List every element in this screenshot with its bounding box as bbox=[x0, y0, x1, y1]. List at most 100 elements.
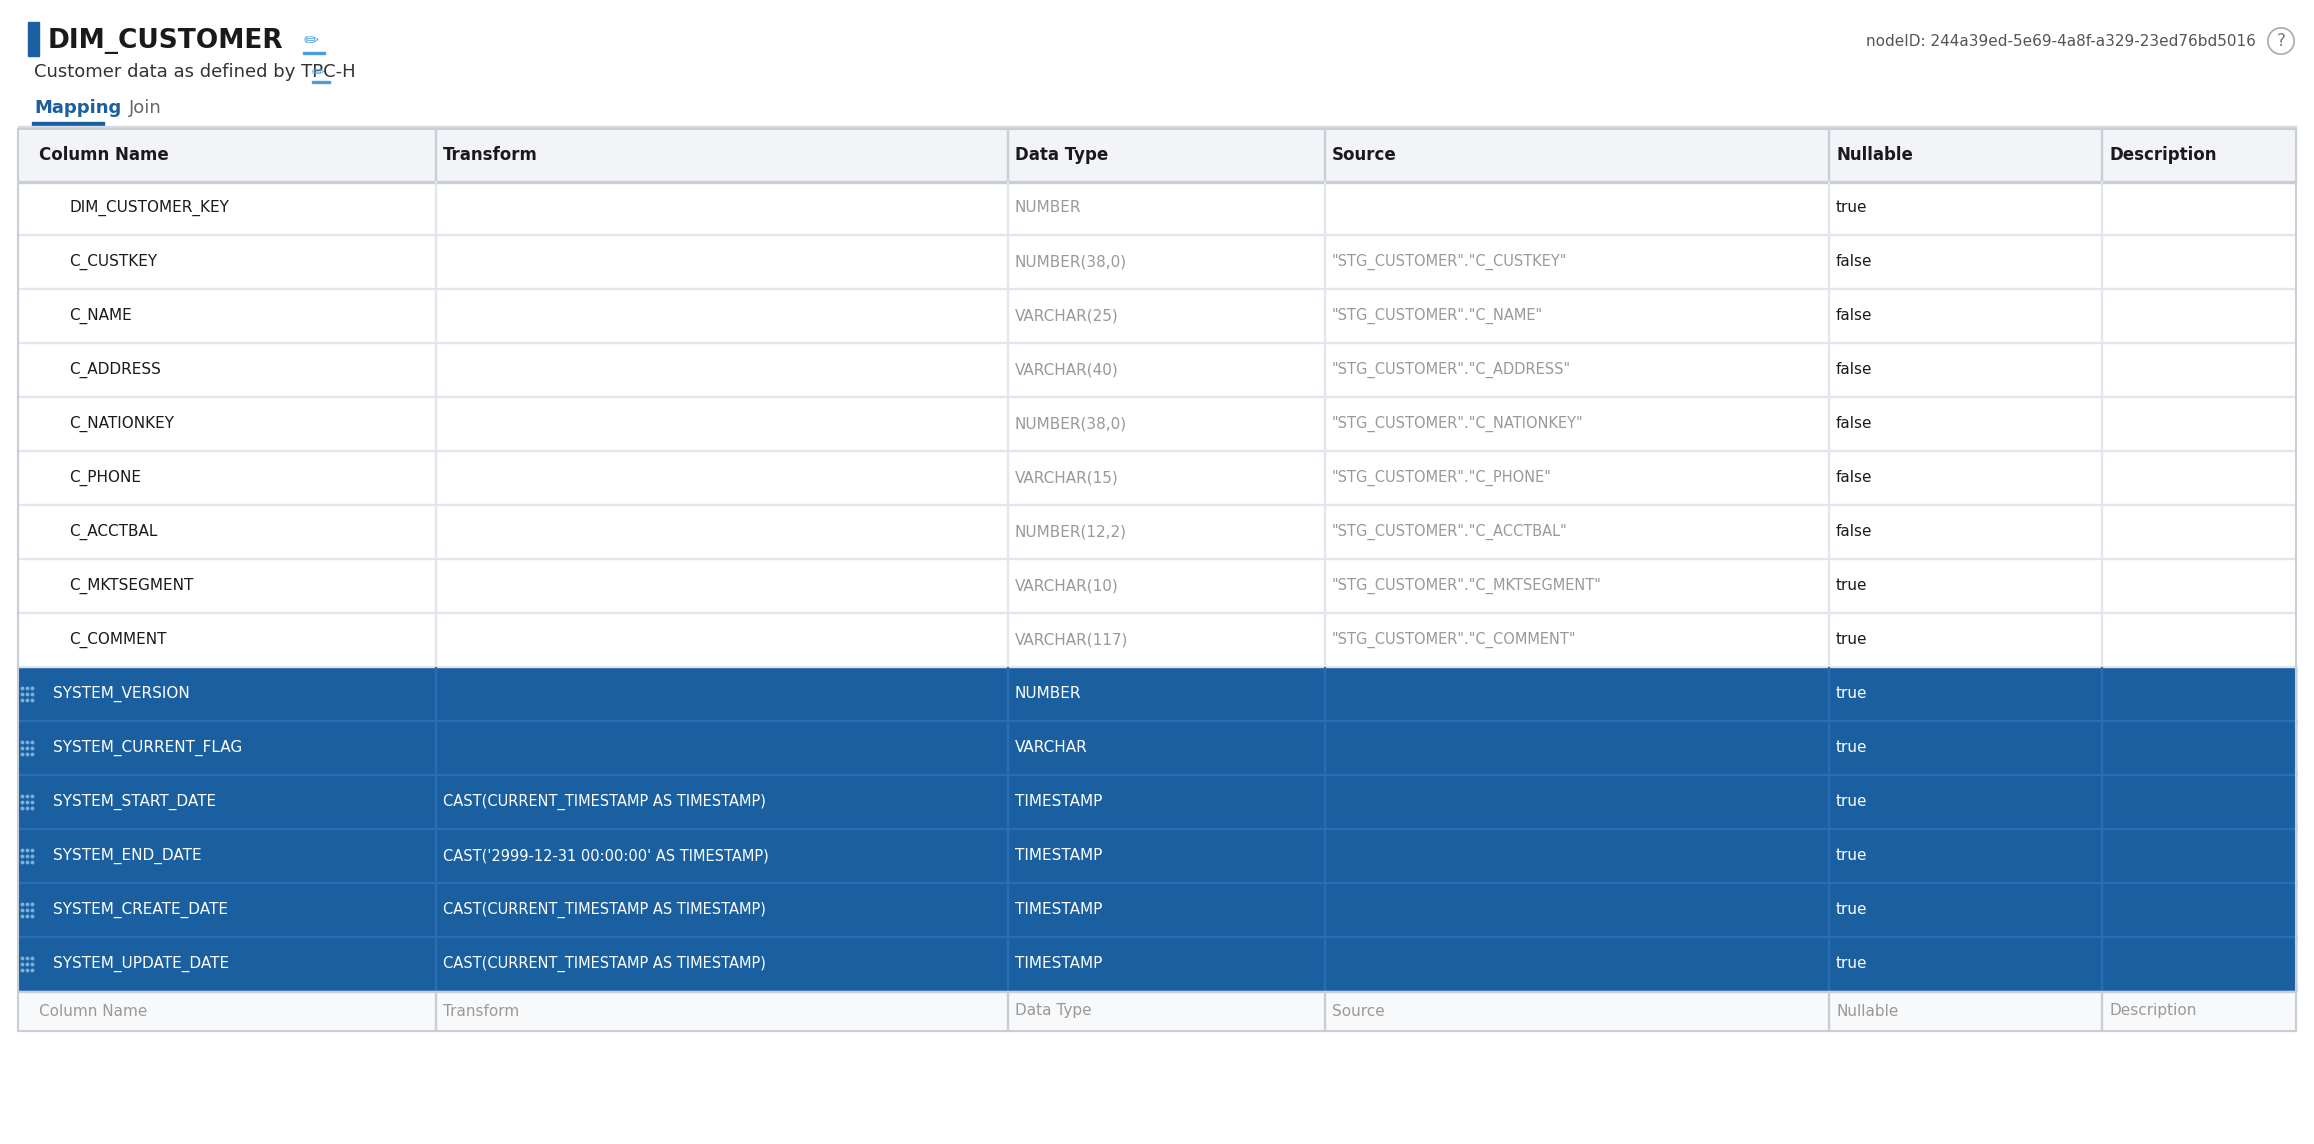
Text: Transform: Transform bbox=[442, 146, 537, 164]
Text: nodeID: 244a39ed-5e69-4a8f-a329-23ed76bd5016: nodeID: 244a39ed-5e69-4a8f-a329-23ed76bd… bbox=[1865, 33, 2256, 48]
Text: NUMBER(38,0): NUMBER(38,0) bbox=[1014, 416, 1127, 431]
Text: Description: Description bbox=[2108, 1003, 2196, 1018]
Bar bbox=[19, 559, 2295, 613]
Text: "STG_CUSTOMER"."C_NATIONKEY": "STG_CUSTOMER"."C_NATIONKEY" bbox=[1331, 416, 1583, 432]
Text: ?: ? bbox=[2277, 32, 2286, 50]
Bar bbox=[19, 289, 2295, 343]
Text: SYSTEM_CURRENT_FLAG: SYSTEM_CURRENT_FLAG bbox=[53, 740, 243, 756]
Text: true: true bbox=[1835, 686, 1867, 701]
Text: SYSTEM_UPDATE_DATE: SYSTEM_UPDATE_DATE bbox=[53, 956, 229, 972]
Text: true: true bbox=[1835, 633, 1867, 648]
Text: C_ADDRESS: C_ADDRESS bbox=[69, 362, 162, 379]
Text: TIMESTAMP: TIMESTAMP bbox=[1014, 956, 1101, 971]
Text: NUMBER(38,0): NUMBER(38,0) bbox=[1014, 254, 1127, 270]
Bar bbox=[19, 991, 2295, 1031]
Text: DIM_CUSTOMER: DIM_CUSTOMER bbox=[49, 27, 285, 54]
Text: "STG_CUSTOMER"."C_NAME": "STG_CUSTOMER"."C_NAME" bbox=[1331, 308, 1543, 324]
Text: TIMESTAMP: TIMESTAMP bbox=[1014, 849, 1101, 864]
Text: "STG_CUSTOMER"."C_MKTSEGMENT": "STG_CUSTOMER"."C_MKTSEGMENT" bbox=[1331, 578, 1601, 594]
Bar bbox=[303, 51, 324, 54]
Bar bbox=[19, 613, 2295, 667]
Text: false: false bbox=[1835, 254, 1872, 270]
Text: Column Name: Column Name bbox=[39, 146, 169, 164]
Bar bbox=[19, 937, 2295, 991]
Text: SYSTEM_START_DATE: SYSTEM_START_DATE bbox=[53, 794, 218, 810]
Text: ✏: ✏ bbox=[312, 64, 324, 79]
Text: TIMESTAMP: TIMESTAMP bbox=[1014, 794, 1101, 810]
Text: Nullable: Nullable bbox=[1835, 1003, 1897, 1018]
Text: C_COMMENT: C_COMMENT bbox=[69, 631, 167, 649]
Bar bbox=[19, 883, 2295, 937]
Text: CAST('2999-12-31 00:00:00' AS TIMESTAMP): CAST('2999-12-31 00:00:00' AS TIMESTAMP) bbox=[442, 849, 768, 864]
Text: "STG_CUSTOMER"."C_CUSTKEY": "STG_CUSTOMER"."C_CUSTKEY" bbox=[1331, 254, 1567, 270]
Text: NUMBER(12,2): NUMBER(12,2) bbox=[1014, 524, 1127, 540]
Bar bbox=[28, 22, 39, 56]
Bar bbox=[312, 81, 331, 84]
Text: C_ACCTBAL: C_ACCTBAL bbox=[69, 524, 157, 540]
Text: SYSTEM_VERSION: SYSTEM_VERSION bbox=[53, 686, 190, 702]
Bar bbox=[19, 235, 2295, 289]
Text: TIMESTAMP: TIMESTAMP bbox=[1014, 903, 1101, 917]
Text: NUMBER: NUMBER bbox=[1014, 686, 1081, 701]
Text: Transform: Transform bbox=[442, 1003, 518, 1018]
Text: C_PHONE: C_PHONE bbox=[69, 470, 141, 486]
Text: Nullable: Nullable bbox=[1835, 146, 1914, 164]
Text: Description: Description bbox=[2108, 146, 2217, 164]
Text: CAST(CURRENT_TIMESTAMP AS TIMESTAMP): CAST(CURRENT_TIMESTAMP AS TIMESTAMP) bbox=[442, 901, 766, 919]
Text: Column Name: Column Name bbox=[39, 1003, 148, 1018]
Text: C_MKTSEGMENT: C_MKTSEGMENT bbox=[69, 578, 194, 594]
Text: "STG_CUSTOMER"."C_ACCTBAL": "STG_CUSTOMER"."C_ACCTBAL" bbox=[1331, 524, 1567, 540]
Bar bbox=[19, 774, 2295, 829]
Bar bbox=[19, 667, 2295, 721]
Text: false: false bbox=[1835, 363, 1872, 378]
Text: false: false bbox=[1835, 524, 1872, 540]
Text: DIM_CUSTOMER_KEY: DIM_CUSTOMER_KEY bbox=[69, 200, 229, 216]
Text: true: true bbox=[1835, 849, 1867, 864]
Text: VARCHAR(15): VARCHAR(15) bbox=[1014, 470, 1118, 485]
Text: Join: Join bbox=[130, 100, 162, 117]
Bar bbox=[19, 181, 2295, 235]
Text: false: false bbox=[1835, 470, 1872, 485]
Text: true: true bbox=[1835, 794, 1867, 810]
Text: Source: Source bbox=[1331, 1003, 1384, 1018]
Text: VARCHAR(117): VARCHAR(117) bbox=[1014, 633, 1127, 648]
Text: true: true bbox=[1835, 579, 1867, 594]
Text: true: true bbox=[1835, 200, 1867, 215]
Text: "STG_CUSTOMER"."C_PHONE": "STG_CUSTOMER"."C_PHONE" bbox=[1331, 470, 1550, 486]
Bar bbox=[19, 397, 2295, 451]
Text: false: false bbox=[1835, 416, 1872, 431]
Bar bbox=[19, 505, 2295, 559]
Bar bbox=[19, 343, 2295, 397]
Text: C_CUSTKEY: C_CUSTKEY bbox=[69, 254, 157, 270]
Bar bbox=[19, 181, 2295, 183]
Text: VARCHAR(10): VARCHAR(10) bbox=[1014, 579, 1118, 594]
Bar bbox=[19, 126, 2295, 127]
Text: CAST(CURRENT_TIMESTAMP AS TIMESTAMP): CAST(CURRENT_TIMESTAMP AS TIMESTAMP) bbox=[442, 956, 766, 972]
Text: Customer data as defined by TPC-H: Customer data as defined by TPC-H bbox=[35, 63, 356, 81]
Text: "STG_CUSTOMER"."C_COMMENT": "STG_CUSTOMER"."C_COMMENT" bbox=[1331, 631, 1576, 649]
Text: "STG_CUSTOMER"."C_ADDRESS": "STG_CUSTOMER"."C_ADDRESS" bbox=[1331, 362, 1571, 379]
Bar bbox=[19, 721, 2295, 774]
Text: VARCHAR(25): VARCHAR(25) bbox=[1014, 309, 1118, 324]
Text: VARCHAR: VARCHAR bbox=[1014, 740, 1088, 755]
Text: Mapping: Mapping bbox=[35, 100, 120, 117]
Text: Data Type: Data Type bbox=[1014, 146, 1108, 164]
Text: CAST(CURRENT_TIMESTAMP AS TIMESTAMP): CAST(CURRENT_TIMESTAMP AS TIMESTAMP) bbox=[442, 794, 766, 810]
Text: Data Type: Data Type bbox=[1014, 1003, 1092, 1018]
Bar bbox=[19, 129, 2295, 181]
Text: NUMBER: NUMBER bbox=[1014, 200, 1081, 215]
Text: SYSTEM_CREATE_DATE: SYSTEM_CREATE_DATE bbox=[53, 901, 229, 919]
Text: false: false bbox=[1835, 309, 1872, 324]
Text: VARCHAR(40): VARCHAR(40) bbox=[1014, 363, 1118, 378]
Bar bbox=[32, 122, 104, 125]
Bar bbox=[19, 451, 2295, 505]
Text: SYSTEM_END_DATE: SYSTEM_END_DATE bbox=[53, 848, 201, 864]
Text: true: true bbox=[1835, 956, 1867, 971]
Bar bbox=[19, 829, 2295, 883]
Text: true: true bbox=[1835, 903, 1867, 917]
Text: C_NAME: C_NAME bbox=[69, 308, 132, 324]
Text: true: true bbox=[1835, 740, 1867, 755]
Text: Source: Source bbox=[1331, 146, 1395, 164]
Bar bbox=[19, 129, 2295, 1031]
Text: ✏: ✏ bbox=[303, 32, 317, 50]
